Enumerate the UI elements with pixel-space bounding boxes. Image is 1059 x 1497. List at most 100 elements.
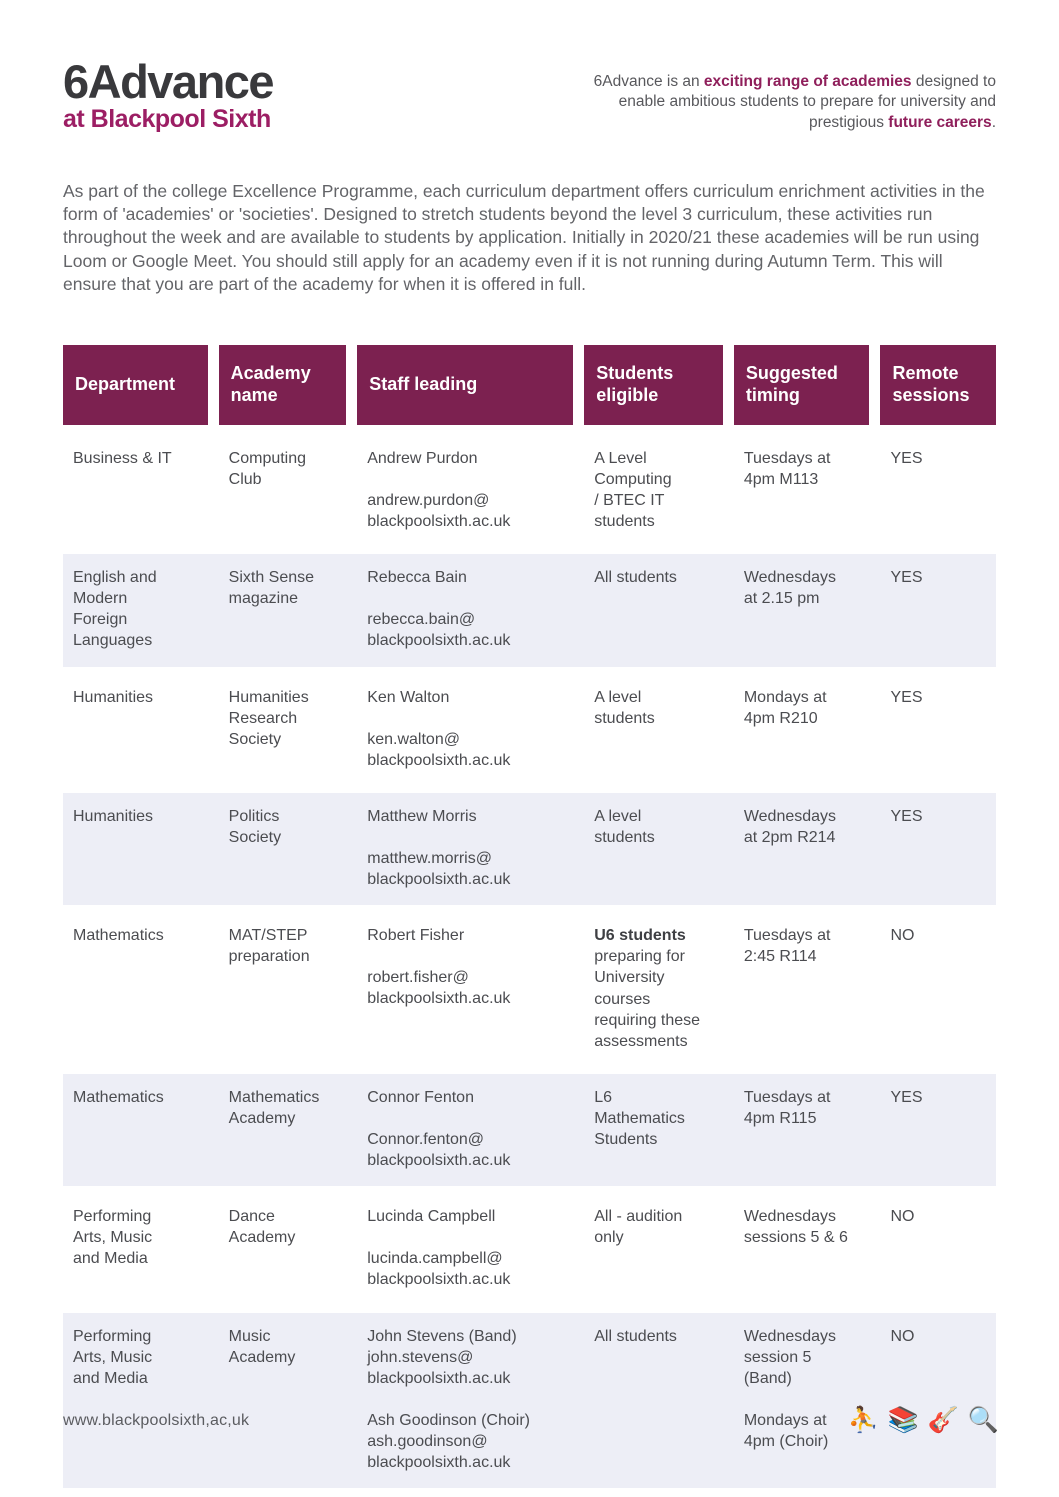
cell-remote-sessions: NO [880,1313,996,1489]
cell-remote-sessions: NO [880,1193,996,1305]
cell-line: MAT/STEP [228,927,308,945]
page-header: 6Advance at Blackpool Sixth 6Advance is … [63,58,996,134]
cell-line: assessments [594,1032,688,1050]
cell-paragraph: Mathematics [73,1087,196,1108]
cell-line: sessions 5 & 6 [743,1229,848,1247]
cell-remote-sessions: YES [880,554,996,666]
cell-line: rebecca.bain@ [367,611,476,629]
cell-paragraph: robert.fisher@ blackpoolsixth.ac.uk [367,967,561,1009]
cell-remote-sessions: YES [880,793,996,905]
cell-paragraph: Music Academy [229,1326,335,1368]
tagline: 6Advance is an exciting range of academi… [564,72,996,133]
cell-students-eligible: A level students [584,674,723,786]
cell-suggested-timing: Tuesdays at 4pm R115 [734,1074,870,1186]
cell-paragraph: Tuesdays at 4pm M113 [744,448,858,490]
cell-students-eligible: A Level Computing / BTEC IT students [584,435,723,547]
table-row: Mathematics Mathematics Academy Connor Fent… [63,1073,996,1194]
cell-paragraph: Dance Academy [229,1206,335,1248]
cell-line: NO [890,1208,915,1226]
cell-staff-leading: Andrew Purdon andrew.purdon@ blackpoolsixt… [357,435,573,547]
cell-paragraph: English and Modern Foreign Languages [73,567,196,651]
cell-paragraph: Ken Walton [367,687,561,708]
cell-paragraph: L6 Mathematics Students [594,1087,711,1150]
cell-line: 4pm (Choir) [743,1432,829,1450]
cell-line: Sixth Sense [228,569,315,587]
cell-line: blackpoolsixth.ac.uk [367,871,511,889]
cell-paragraph: NO [890,925,984,946]
cell-paragraph: Connor Fenton [367,1087,561,1108]
cell-department: Humanities [63,793,208,905]
logo-subtitle: at Blackpool Sixth [63,105,271,133]
cell-paragraph: John Stevens (Band) john.stevens@ blackpoo… [367,1326,561,1389]
cell-line: blackpoolsixth.ac.uk [367,1152,511,1170]
cell-line: Connor Fenton [367,1088,474,1106]
cell-line: Wednesdays [743,569,837,587]
cell-paragraph: A level students [594,687,711,729]
cell-line: courses [594,990,651,1008]
cell-line: Tuesdays at [743,927,831,945]
cell-paragraph: Wednesdays at 2.15 pm [744,567,858,609]
cell-remote-sessions: YES [880,435,996,547]
cell-paragraph: MAT/STEP preparation [229,925,335,967]
cell-line: Matthew Morris [367,807,477,825]
cell-paragraph: Tuesdays at 4pm R115 [744,1087,858,1129]
cell-paragraph: Sixth Sense magazine [229,567,335,609]
cell-paragraph: Wednesdays session 5 (Band) [744,1326,858,1389]
cell-paragraph: YES [890,687,984,708]
cell-line: Performing [73,1208,152,1226]
cell-line: magazine [228,590,299,608]
cell-line: robert.fisher@ [367,969,469,987]
cell-paragraph: Humanities [73,806,196,827]
cell-paragraph: Wednesdays sessions 5 & 6 [744,1206,858,1248]
cell-line: Academy [228,1109,296,1127]
cell-paragraph: YES [890,567,984,588]
cell-department: Mathematics [63,1074,208,1186]
column-header-academy-name: Academy name [218,344,347,425]
cell-paragraph: lucinda.campbell@ blackpoolsixth.ac.uk [367,1248,561,1290]
cell-academy-name: Humanities Research Society [219,674,347,786]
cell-line: A Level [594,449,647,467]
cell-line: blackpoolsixth.ac.uk [367,1454,511,1472]
cell-line: John Stevens (Band) [367,1327,517,1345]
cell-line: students [594,709,655,727]
cell-paragraph: A Level Computing / BTEC IT students [594,448,711,532]
cell-line: Ash Goodinson (Choir) [367,1411,530,1429]
cell-line: only [594,1229,624,1247]
website-url: www.blackpoolsixth,ac,uk [63,1411,250,1429]
cell-department: Humanities [63,674,208,786]
cell-line: blackpoolsixth.ac.uk [367,1271,511,1289]
cell-line: blackpoolsixth.ac.uk [367,990,511,1008]
cell-paragraph: Lucinda Campbell [367,1206,561,1227]
tagline-text: 6Advance is an [593,73,704,90]
cell-line: and Media [73,1369,148,1387]
table-row: Humanities Humanities Research Society Ken W… [63,674,996,793]
cell-suggested-timing: Tuesdays at 4pm M113 [734,435,870,547]
cell-paragraph: Humanities Research Society [229,687,335,750]
table-row: Mathematics MAT/STEP preparation Robert Fis… [63,912,996,1074]
cell-line: University [594,969,665,987]
cell-line: 4pm M113 [743,470,819,488]
cell-students-eligible: All - audition only [584,1193,723,1305]
cell-line: Ken Walton [367,688,450,706]
cell-paragraph: rebecca.bain@ blackpoolsixth.ac.uk [367,609,561,651]
cell-department: Business & IT [63,435,208,547]
tagline-highlight-academies: exciting range of academies [703,73,912,90]
cell-line: preparation [228,948,310,966]
cell-line: Humanities [73,688,154,706]
cell-line: Tuesdays at [743,449,831,467]
cell-line: Society [228,730,282,748]
cell-paragraph: Mondays at 4pm R210 [744,687,858,729]
cell-paragraph: Robert Fisher [367,925,561,946]
cell-line: Andrew Purdon [367,449,478,467]
cell-paragraph: andrew.purdon@ blackpoolsixth.ac.uk [367,490,561,532]
tagline-text: . [991,113,996,131]
cell-line: Mathematics [73,1088,164,1106]
cell-line: (Band) [743,1369,792,1387]
page-footer: www.blackpoolsixth,ac,uk ⛹️ 📚 🎸 🔍 [63,1408,999,1433]
cell-paragraph: All students [594,1326,711,1347]
cell-line: Dance [228,1208,275,1226]
cell-academy-name: Music Academy [219,1313,347,1489]
cell-line: A level [594,688,642,706]
cell-paragraph: Politics Society [229,806,335,848]
cell-academy-name: MAT/STEP preparation [219,912,347,1067]
